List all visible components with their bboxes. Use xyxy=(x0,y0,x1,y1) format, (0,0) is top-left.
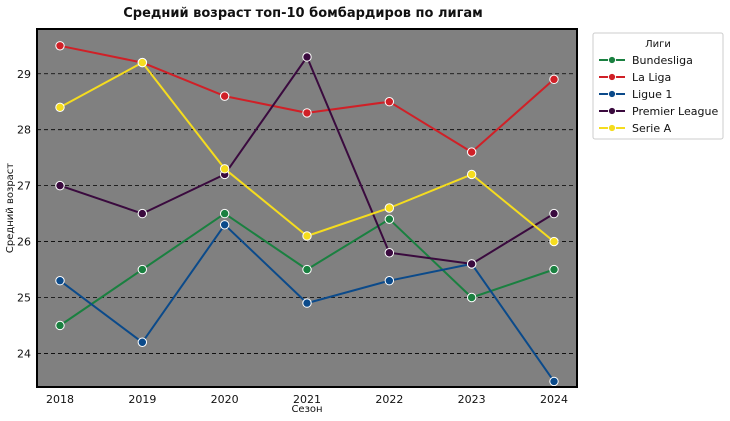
y-tick-label: 28 xyxy=(17,124,31,137)
data-point xyxy=(55,276,65,286)
legend-entry: Premier League xyxy=(632,105,718,118)
x-tick-label: 2018 xyxy=(46,393,74,406)
data-point xyxy=(55,41,65,51)
y-axis-label: Средний возраст xyxy=(5,163,16,253)
x-axis-label: Сезон xyxy=(291,404,322,415)
y-tick-label: 29 xyxy=(17,68,31,81)
plot-area xyxy=(37,29,577,387)
legend-title: Лиги xyxy=(645,39,671,50)
x-tick-label: 2020 xyxy=(211,393,239,406)
data-point xyxy=(219,220,230,230)
y-tick-label: 25 xyxy=(17,292,31,305)
data-point xyxy=(219,208,230,219)
y-axis-ticks: 24 25 26 27 28 29 xyxy=(17,68,31,361)
data-point xyxy=(137,57,148,68)
data-point xyxy=(549,74,559,85)
data-point xyxy=(549,264,559,275)
legend-entry: Serie A xyxy=(632,122,672,135)
legend-entry: Bundesliga xyxy=(632,54,693,67)
data-point xyxy=(466,259,477,269)
x-tick-label: 2019 xyxy=(128,393,156,406)
legend-swatch-marker xyxy=(607,89,617,99)
data-point xyxy=(55,102,65,113)
data-point xyxy=(384,214,395,224)
legend-swatch-marker xyxy=(607,123,617,133)
legend-box xyxy=(592,32,724,140)
data-point xyxy=(219,164,230,174)
data-point xyxy=(302,108,312,118)
data-point xyxy=(466,169,477,180)
x-tick-label: 2023 xyxy=(458,393,486,406)
data-point xyxy=(55,180,65,191)
plot-frame xyxy=(36,28,578,388)
legend-entry: Ligue 1 xyxy=(632,88,672,101)
data-point xyxy=(384,203,395,213)
legend-swatch-marker xyxy=(607,55,617,65)
legend-swatch-marker xyxy=(607,72,617,82)
x-tick-label: 2024 xyxy=(540,393,568,406)
legend-items: Bundesliga La Liga Ligue 1 Premier League Se… xyxy=(599,54,718,135)
x-tick-label: 2022 xyxy=(375,393,403,406)
x-axis-ticks: 2018 2019 2020 2021 2022 2023 2024 xyxy=(46,393,568,406)
data-point xyxy=(137,337,148,347)
data-point xyxy=(384,97,395,107)
data-point xyxy=(55,320,65,331)
data-point xyxy=(302,298,312,308)
data-point xyxy=(137,264,148,275)
data-point xyxy=(384,248,395,258)
legend-swatch-marker xyxy=(607,106,617,116)
data-point xyxy=(219,91,230,101)
data-point xyxy=(466,292,477,303)
data-point xyxy=(302,231,312,241)
legend: Лиги Bundesliga La Liga Ligue 1 Premier Lea… xyxy=(592,32,724,140)
y-tick-label: 26 xyxy=(17,236,31,249)
data-point xyxy=(549,208,559,219)
data-point xyxy=(137,208,148,219)
data-point xyxy=(549,376,559,387)
series-points xyxy=(55,41,559,387)
data-point xyxy=(384,276,395,286)
data-point xyxy=(302,264,312,275)
y-tick-label: 27 xyxy=(17,180,31,193)
chart-title: Средний возраст топ-10 бомбардиров по ли… xyxy=(123,6,483,21)
x-tick-label: 2021 xyxy=(293,393,321,406)
data-point xyxy=(302,52,312,62)
data-point xyxy=(466,147,477,157)
y-tick-label: 24 xyxy=(17,347,31,360)
legend-entry: La Liga xyxy=(632,71,671,84)
data-point xyxy=(549,236,559,247)
